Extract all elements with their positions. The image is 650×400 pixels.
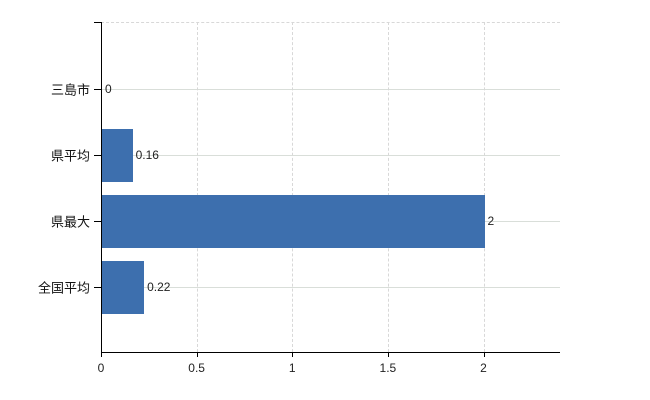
category-label: 県平均: [50, 148, 90, 164]
gridline-vertical: [292, 22, 294, 352]
category-label: 県最大: [50, 214, 90, 230]
bar-value-label: 0.22: [147, 280, 171, 294]
bar-1: [102, 128, 133, 182]
y-axis-tick: [94, 155, 101, 156]
gridline-vertical: [483, 22, 485, 352]
x-axis-tick: [196, 352, 198, 357]
gridline-vertical: [196, 22, 198, 352]
bar-2: [102, 194, 485, 248]
x-axis-tick: [292, 352, 294, 357]
plot-top-border: [101, 22, 560, 23]
category-label: 全国平均: [37, 280, 90, 296]
y-axis-tick: [94, 287, 101, 288]
x-tick-label: 0: [97, 361, 105, 375]
x-tick-label: 1.5: [379, 361, 397, 375]
gridline-horizontal: [101, 287, 560, 288]
y-axis-tick: [94, 221, 101, 222]
x-axis-tick: [483, 352, 485, 357]
bar-value-label: 0.16: [135, 148, 159, 162]
x-tick-label: 2: [480, 361, 487, 375]
x-axis-line: [101, 352, 560, 353]
gridline-vertical: [387, 22, 389, 352]
bar-value-label: 2: [487, 214, 495, 228]
category-label: 三島市: [50, 82, 90, 98]
y-axis-tick: [94, 89, 101, 90]
y-axis-line: [101, 22, 102, 352]
x-tick-label: 1: [288, 361, 296, 375]
x-axis-tick: [387, 352, 389, 357]
bar-3: [102, 260, 144, 314]
x-tick-label: 0.5: [188, 361, 205, 375]
y-axis-tick: [94, 22, 101, 23]
x-axis-tick: [101, 352, 102, 357]
bar-value-label: 0: [105, 82, 112, 96]
gridline-horizontal: [101, 89, 560, 90]
gridline-horizontal: [101, 155, 560, 156]
